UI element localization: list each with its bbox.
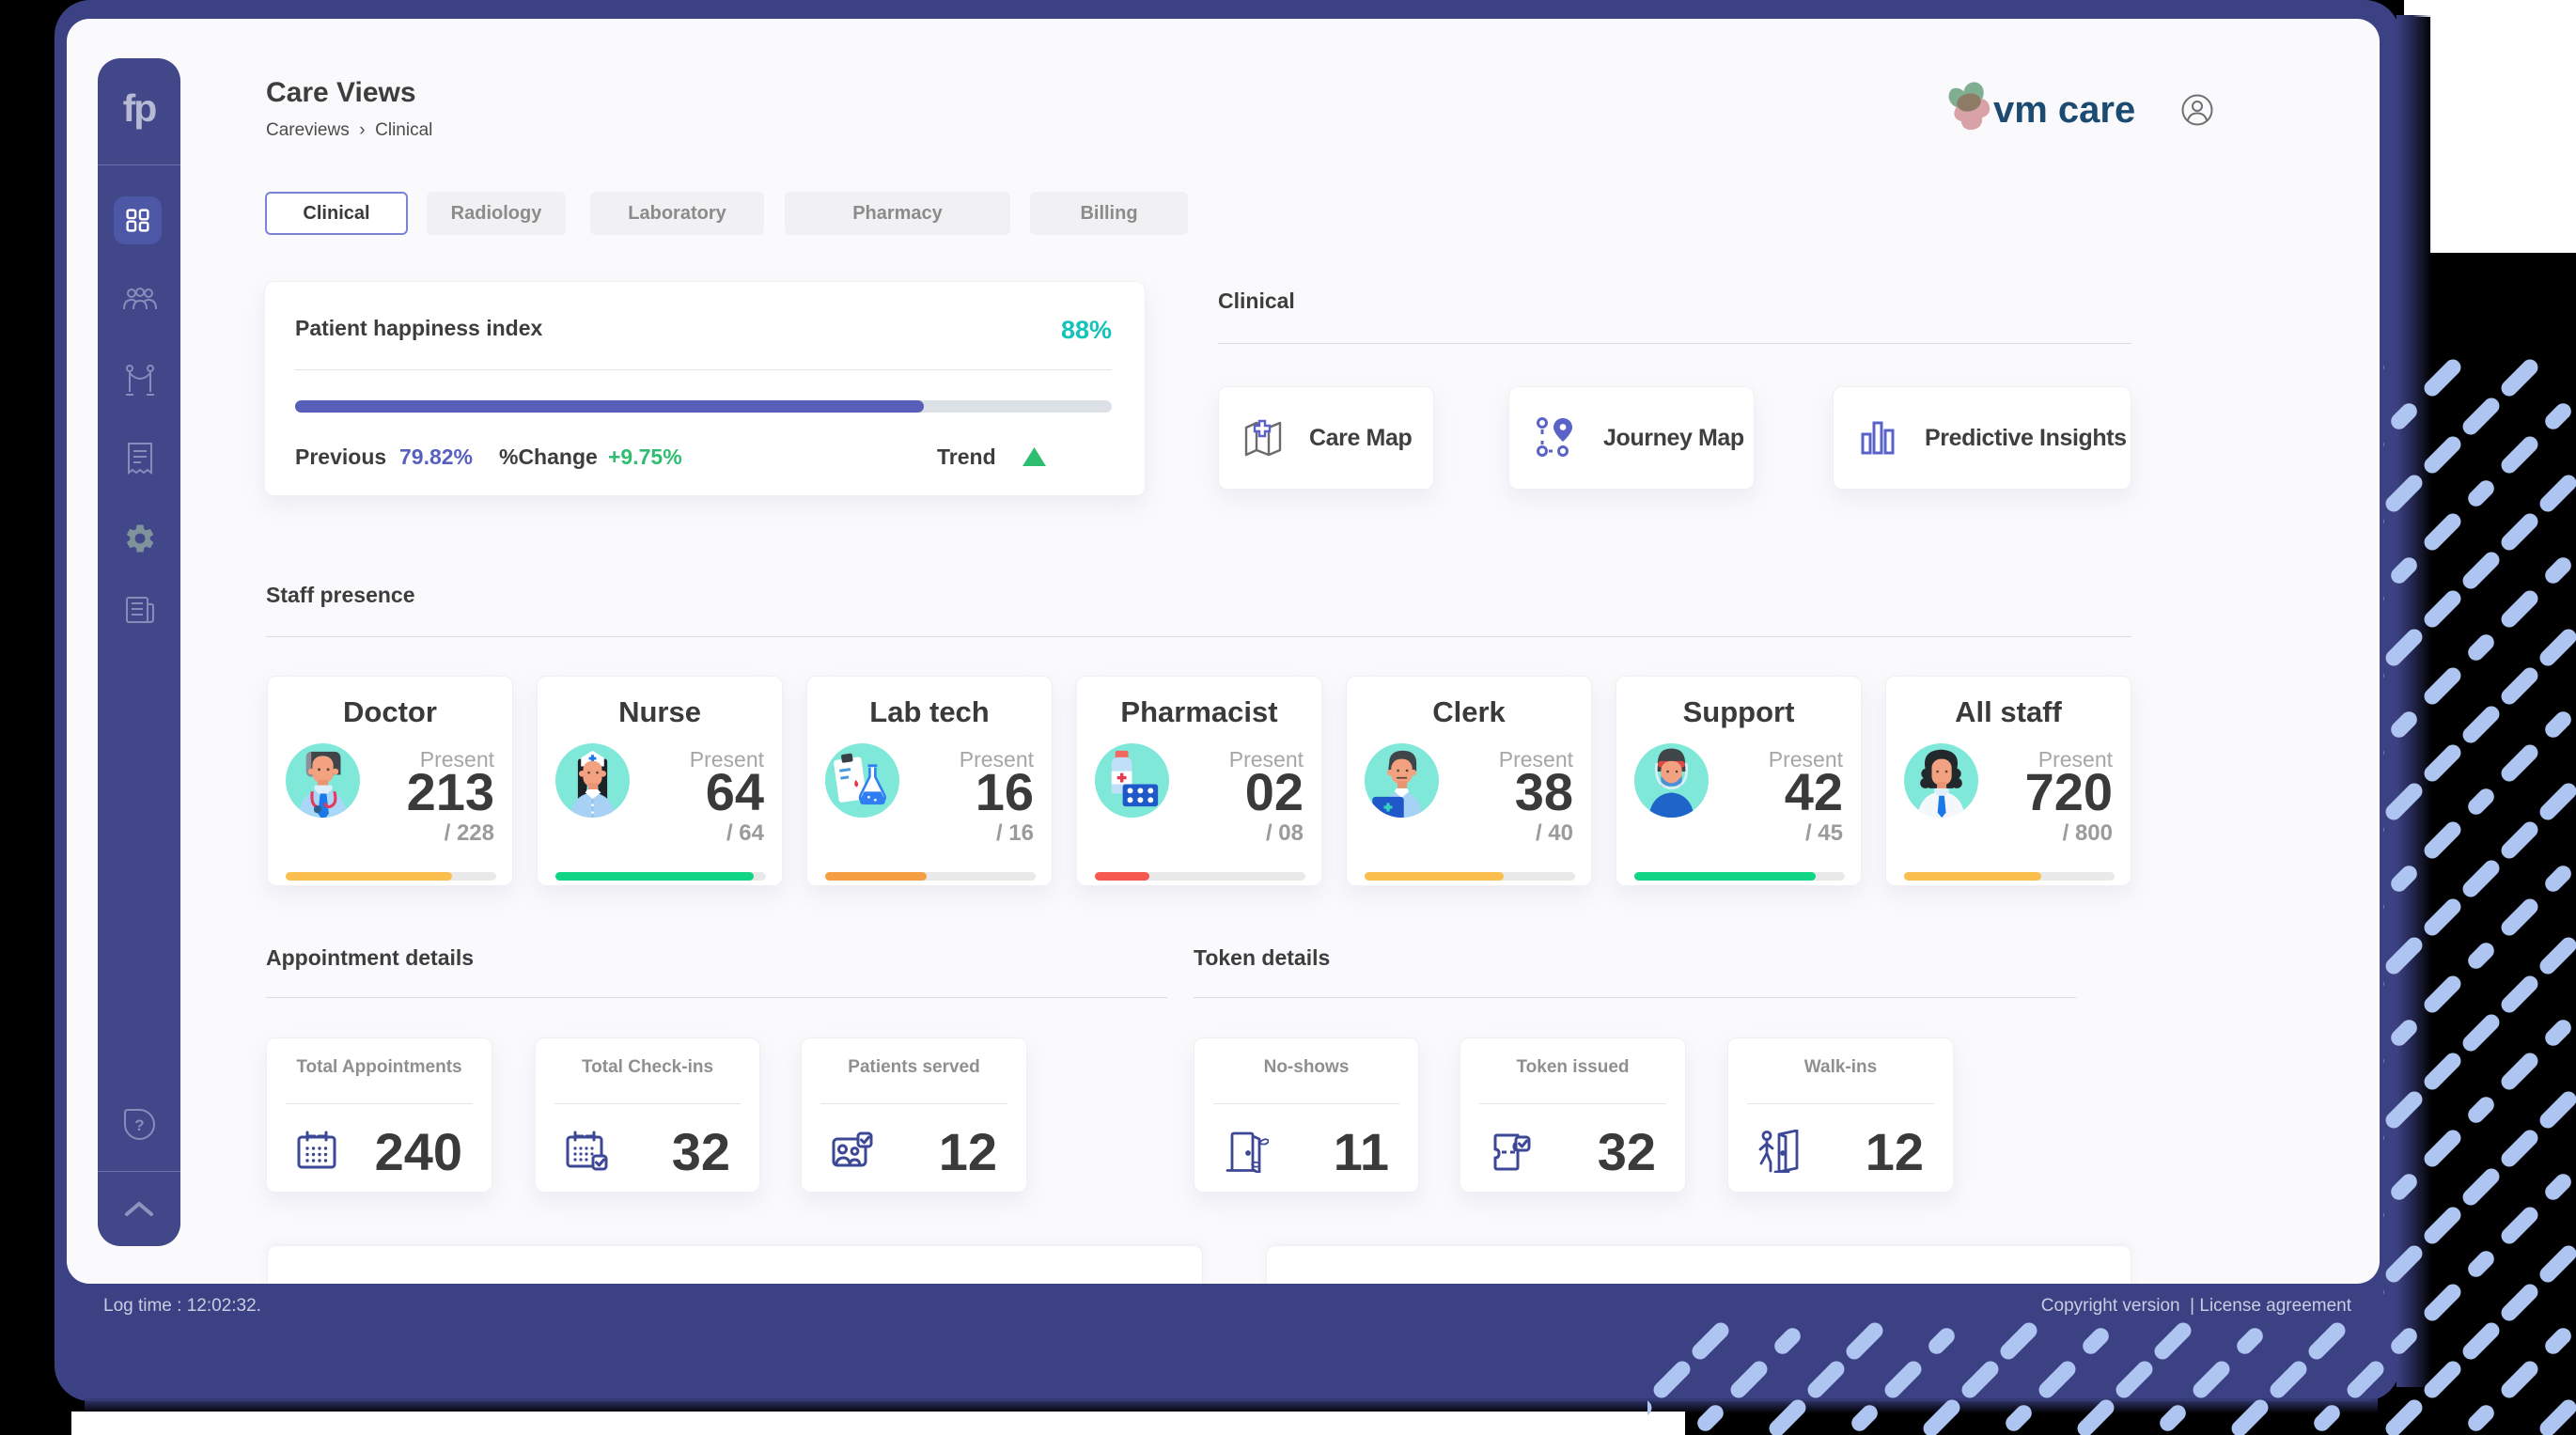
svg-text:vm care: vm care <box>1993 89 2135 131</box>
svg-text:?: ? <box>134 1116 144 1134</box>
